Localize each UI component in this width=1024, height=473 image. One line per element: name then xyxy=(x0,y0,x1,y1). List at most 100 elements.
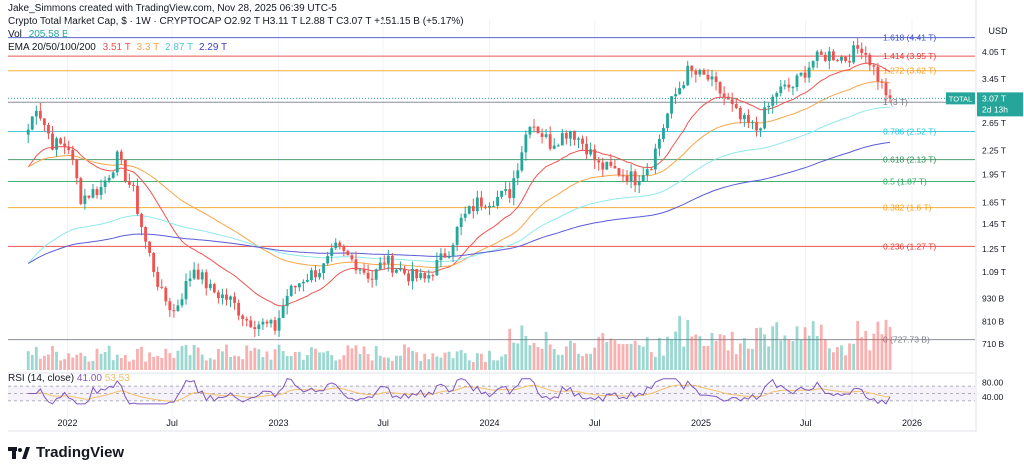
candle-body xyxy=(83,195,87,204)
volume-bar xyxy=(451,358,455,370)
volume-bar xyxy=(208,358,212,370)
volume-bar xyxy=(657,337,661,370)
volume-bar xyxy=(435,356,439,370)
volume-bar xyxy=(581,356,584,370)
candle-body xyxy=(791,87,795,89)
candle-body xyxy=(374,269,378,280)
volume-bar xyxy=(823,339,827,370)
volume-bar xyxy=(261,357,265,370)
ema100-value: 2.87 T xyxy=(164,42,194,53)
candle-body xyxy=(188,278,192,282)
price-tick-label: 710 B xyxy=(982,339,1005,349)
volume-bar xyxy=(738,343,742,370)
volume-bar xyxy=(629,343,633,370)
tradingview-brand[interactable]: TradingView xyxy=(8,444,124,461)
volume-bar xyxy=(811,321,815,370)
candle-body xyxy=(548,134,552,149)
candle-body xyxy=(512,178,516,199)
candle-body xyxy=(520,152,524,171)
volume-bar xyxy=(216,348,220,370)
volume-bar xyxy=(330,355,334,370)
candle-body xyxy=(492,205,495,207)
price-tick-label: 2.65 T xyxy=(982,118,1006,128)
candle-body xyxy=(326,255,330,264)
candle-body xyxy=(350,255,354,260)
volume-bar xyxy=(132,359,135,370)
volume-bar xyxy=(127,361,131,370)
volume-bar xyxy=(180,346,184,370)
volume-bar xyxy=(633,340,637,370)
volume-bar xyxy=(763,334,767,370)
volume-bar xyxy=(528,345,532,370)
candle-body xyxy=(342,246,346,251)
candle-body xyxy=(597,160,601,163)
volume-bar xyxy=(378,355,382,370)
volume-bar xyxy=(423,353,427,370)
chart-credit: Jake_Simmons created with TradingView.co… xyxy=(8,3,337,14)
rsi-pane: 80.00 40.00 xyxy=(8,372,1004,405)
candle-body xyxy=(237,302,241,316)
candle-body xyxy=(403,268,406,274)
candle-body xyxy=(289,285,293,296)
volume-bar xyxy=(479,353,483,370)
volume-bar xyxy=(670,339,673,370)
volume-bar xyxy=(257,349,261,370)
candle-body xyxy=(888,95,892,99)
candle-body xyxy=(447,256,451,258)
candle-body xyxy=(277,317,281,331)
candle-body xyxy=(55,138,58,150)
volume-bar xyxy=(512,342,516,370)
candle-body xyxy=(87,195,91,198)
volume-bar xyxy=(702,345,706,370)
volume-bar xyxy=(484,361,487,370)
volume-bar xyxy=(390,361,394,370)
volume-bar xyxy=(374,346,378,370)
candle-body xyxy=(362,269,366,273)
candle-body xyxy=(366,272,370,279)
candle-body xyxy=(540,133,544,137)
candle-body xyxy=(625,175,629,182)
volume-bar xyxy=(645,337,649,370)
volume-bar xyxy=(103,352,107,370)
volume-bar xyxy=(686,320,690,370)
volume-bar xyxy=(516,343,520,370)
volume-bar xyxy=(310,347,313,370)
candle-body xyxy=(690,65,694,71)
candle-body xyxy=(431,275,435,277)
volume-bar xyxy=(75,354,79,370)
volume-label: Vol xyxy=(8,29,22,40)
volume-bar xyxy=(508,328,512,370)
candle-body xyxy=(479,197,483,207)
volume-bar xyxy=(403,344,406,370)
volume-bar xyxy=(597,337,601,370)
volume-bar xyxy=(637,345,641,370)
volume-bar xyxy=(229,357,232,370)
volume-bar xyxy=(848,343,851,370)
volume-bar xyxy=(795,326,799,370)
candle-body xyxy=(868,54,872,66)
volume-bar xyxy=(293,351,297,370)
volume-bar xyxy=(500,356,504,370)
candle-body xyxy=(617,168,621,176)
candle-body xyxy=(775,93,779,97)
candle-body xyxy=(763,107,767,129)
candle-body xyxy=(585,143,588,155)
fib-level-label: 0 (727.73 B) xyxy=(883,335,930,345)
volume-bar xyxy=(532,342,536,370)
brand-name: TradingView xyxy=(36,444,125,461)
candle-body xyxy=(382,262,386,264)
candle-body xyxy=(730,99,734,105)
volume-bar xyxy=(91,360,95,370)
volume-bar xyxy=(714,340,718,370)
volume-bar xyxy=(42,355,46,370)
candle-body xyxy=(407,273,410,282)
fib-level-label: 0.618 (2.13 T) xyxy=(883,155,936,165)
candle-body xyxy=(26,129,30,135)
volume-bar xyxy=(544,331,548,370)
volume-bar xyxy=(354,345,358,370)
candle-body xyxy=(253,327,257,330)
volume-bar xyxy=(564,346,568,370)
volume-bar xyxy=(621,344,625,370)
volume-bar xyxy=(326,351,330,370)
